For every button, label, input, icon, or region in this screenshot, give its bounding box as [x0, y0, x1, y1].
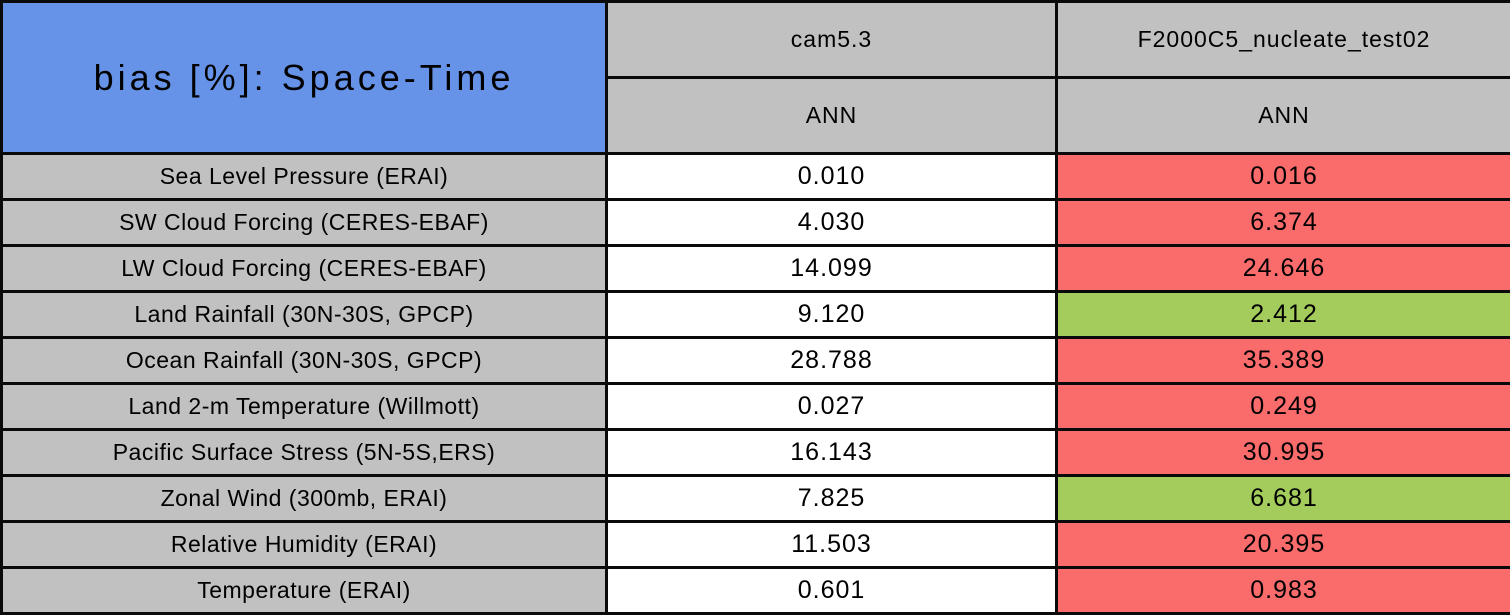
metric-label: Temperature (ERAI) [2, 568, 607, 614]
table-row: Land 2-m Temperature (Willmott) 0.027 0.… [2, 384, 1510, 430]
table-row: LW Cloud Forcing (CERES-EBAF) 14.099 24.… [2, 246, 1510, 292]
metric-value: 4.030 [607, 200, 1057, 246]
metric-value: 0.016 [1057, 154, 1510, 200]
metric-value: 35.389 [1057, 338, 1510, 384]
metric-value: 0.249 [1057, 384, 1510, 430]
metric-value: 6.374 [1057, 200, 1510, 246]
metric-value: 14.099 [607, 246, 1057, 292]
metric-label: Ocean Rainfall (30N-30S, GPCP) [2, 338, 607, 384]
table-row: Zonal Wind (300mb, ERAI) 7.825 6.681 [2, 476, 1510, 522]
metric-value: 2.412 [1057, 292, 1510, 338]
metric-value: 0.983 [1057, 568, 1510, 614]
metric-value: 9.120 [607, 292, 1057, 338]
metric-label: Sea Level Pressure (ERAI) [2, 154, 607, 200]
metric-value: 20.395 [1057, 522, 1510, 568]
metric-value: 0.010 [607, 154, 1057, 200]
model-column-header-1: cam5.3 [607, 2, 1057, 78]
metric-label: Land Rainfall (30N-30S, GPCP) [2, 292, 607, 338]
table-title: bias [%]: Space-Time [2, 2, 607, 154]
metric-value: 6.681 [1057, 476, 1510, 522]
metric-value: 11.503 [607, 522, 1057, 568]
metric-value: 7.825 [607, 476, 1057, 522]
metric-label: Land 2-m Temperature (Willmott) [2, 384, 607, 430]
metric-value: 0.601 [607, 568, 1057, 614]
metric-value: 24.646 [1057, 246, 1510, 292]
metric-value: 30.995 [1057, 430, 1510, 476]
metric-value: 28.788 [607, 338, 1057, 384]
season-header-2: ANN [1057, 78, 1510, 154]
metric-value: 16.143 [607, 430, 1057, 476]
model-column-header-2: F2000C5_nucleate_test02 [1057, 2, 1510, 78]
table-row: Ocean Rainfall (30N-30S, GPCP) 28.788 35… [2, 338, 1510, 384]
table-row: Sea Level Pressure (ERAI) 0.010 0.016 [2, 154, 1510, 200]
metric-label: Relative Humidity (ERAI) [2, 522, 607, 568]
table-row: Pacific Surface Stress (5N-5S,ERS) 16.14… [2, 430, 1510, 476]
metric-label: SW Cloud Forcing (CERES-EBAF) [2, 200, 607, 246]
metric-label: Zonal Wind (300mb, ERAI) [2, 476, 607, 522]
table-row: Temperature (ERAI) 0.601 0.983 [2, 568, 1510, 614]
table-row: SW Cloud Forcing (CERES-EBAF) 4.030 6.37… [2, 200, 1510, 246]
metric-label: Pacific Surface Stress (5N-5S,ERS) [2, 430, 607, 476]
table-row: Land Rainfall (30N-30S, GPCP) 9.120 2.41… [2, 292, 1510, 338]
metric-value: 0.027 [607, 384, 1057, 430]
metric-label: LW Cloud Forcing (CERES-EBAF) [2, 246, 607, 292]
table-row: Relative Humidity (ERAI) 11.503 20.395 [2, 522, 1510, 568]
season-header-1: ANN [607, 78, 1057, 154]
